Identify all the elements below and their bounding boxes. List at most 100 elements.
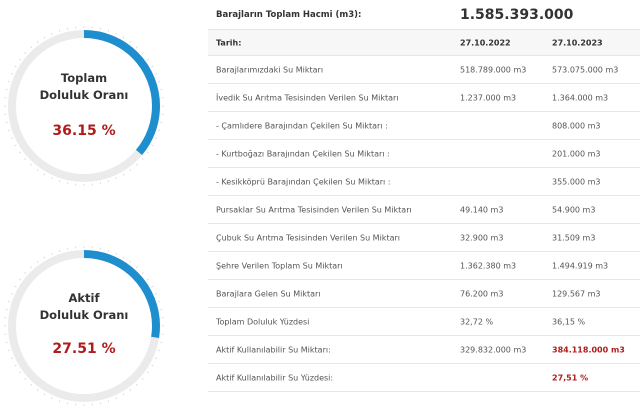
gauge-tick bbox=[115, 252, 117, 255]
row-value-2022: 32,72 % bbox=[460, 317, 494, 326]
table-row: Toplam Doluluk Yüzdesi 32,72 % 36,15 % bbox=[208, 308, 640, 336]
table-row: Şehre Verilen Toplam Su Miktarı 1.362.380… bbox=[208, 252, 640, 280]
gauge-tick bbox=[19, 278, 22, 281]
gauge-tick bbox=[36, 41, 39, 44]
row-label: - Çamlıdere Barajından Çekilen Su Miktar… bbox=[216, 121, 388, 130]
gauge-tick bbox=[30, 266, 33, 269]
row-label: Toplam Doluluk Yüzdesi bbox=[216, 317, 310, 326]
gauge-tick bbox=[129, 261, 132, 264]
gauge-tick bbox=[129, 41, 132, 44]
gauge-tick bbox=[58, 29, 61, 32]
gauge-tick bbox=[51, 397, 53, 400]
gauge-tick bbox=[43, 393, 46, 396]
row-value-2023: 573.075.000 m3 bbox=[552, 65, 619, 74]
gauge-tick bbox=[14, 285, 17, 288]
gauge-tick bbox=[51, 252, 53, 255]
gauge-tick bbox=[146, 151, 149, 154]
gauge-tick bbox=[14, 144, 17, 147]
gauge-tick bbox=[129, 168, 132, 171]
date-label: Tarih: bbox=[216, 38, 242, 47]
row-value-2022: 329.832.000 m3 bbox=[460, 345, 527, 354]
gauge-tick bbox=[122, 36, 125, 39]
gauge-tick bbox=[107, 249, 110, 252]
gauge-tick bbox=[7, 80, 10, 83]
row-value-2022: 1.362.380 m3 bbox=[460, 261, 517, 270]
row-value-2023: 129.567 m3 bbox=[552, 289, 601, 298]
row-label: Barajlara Gelen Su Miktarı bbox=[216, 289, 321, 298]
gauge-tick bbox=[151, 144, 154, 147]
gauge-tick bbox=[58, 400, 61, 403]
gauge-tick bbox=[151, 364, 154, 367]
gauge-tick bbox=[141, 52, 144, 55]
gauge-tick bbox=[158, 300, 161, 303]
row-label: Çubuk Su Arıtma Tesisinden Verilen Su Mi… bbox=[216, 233, 400, 242]
row-label: Aktif Kullanılabilir Su Miktarı: bbox=[216, 345, 331, 354]
gauge-tick bbox=[30, 383, 33, 386]
gauge-tick bbox=[141, 272, 144, 275]
total-volume-value: 1.585.393.000 bbox=[460, 6, 574, 23]
gauge-tick bbox=[107, 29, 110, 32]
gauge-tick bbox=[151, 65, 154, 68]
row-value-2022: 49.140 m3 bbox=[460, 205, 504, 214]
dam-volume-table: Barajların Toplam Hacmi (m3): 1.585.393.… bbox=[208, 0, 640, 392]
gauge-title-line2: Doluluk Oranı bbox=[39, 88, 129, 102]
gauge-tick bbox=[14, 65, 17, 68]
gauge-tick bbox=[158, 349, 161, 352]
gauge-tick bbox=[155, 137, 158, 139]
gauge-tick bbox=[141, 157, 144, 160]
row-label: Barajlarımızdaki Su Miktarı bbox=[216, 65, 324, 74]
gauge-tick bbox=[24, 52, 27, 55]
total-volume-label: Barajların Toplam Hacmi (m3): bbox=[216, 9, 362, 20]
gauge-tick bbox=[122, 173, 125, 176]
gauge-tick bbox=[155, 293, 158, 295]
gauge-tick bbox=[158, 80, 161, 83]
gauge-ring bbox=[4, 26, 164, 186]
gauge-progress-arc bbox=[8, 250, 160, 402]
gauge-tick bbox=[51, 177, 53, 180]
date-col2: 27.10.2023 bbox=[552, 38, 603, 47]
gauge-tick bbox=[7, 129, 10, 132]
row-value-2023: 1.494.919 m3 bbox=[552, 261, 609, 270]
gauge-tick bbox=[24, 272, 27, 275]
row-label: İvedik Su Arıtma Tesisinden Verilen Su M… bbox=[216, 93, 399, 102]
row-value-2023: 1.364.000 m3 bbox=[552, 93, 609, 102]
gauge-tick bbox=[115, 397, 117, 400]
table-row: - Kurtboğazı Barajından Çekilen Su Mikta… bbox=[208, 140, 640, 168]
row-value-2023: 27,51 % bbox=[552, 373, 589, 382]
table-row: - Kesikköprü Barajından Çekilen Su Mikta… bbox=[208, 168, 640, 196]
gauge-tick bbox=[135, 266, 138, 269]
table-row: - Çamlıdere Barajından Çekilen Su Miktar… bbox=[208, 112, 640, 140]
gauge-tick bbox=[10, 73, 13, 75]
gauge-tick bbox=[19, 58, 22, 61]
gauge-tick bbox=[129, 388, 132, 391]
gauge-title-line1: Toplam bbox=[60, 71, 108, 85]
table-header-row: Barajların Toplam Hacmi (m3): 1.585.393.… bbox=[208, 0, 640, 30]
row-value-2022: 76.200 m3 bbox=[460, 289, 504, 298]
gauge-tick bbox=[7, 349, 10, 352]
gauge-tick bbox=[51, 32, 53, 35]
row-value-2023: 54.900 m3 bbox=[552, 205, 596, 214]
row-value-2022: 32.900 m3 bbox=[460, 233, 504, 242]
gauge-tick bbox=[10, 137, 13, 139]
gauge-tick bbox=[122, 393, 125, 396]
gauge-tick bbox=[19, 151, 22, 154]
gauge-tick bbox=[24, 157, 27, 160]
gauge-tick bbox=[36, 388, 39, 391]
row-value-2023: 36,15 % bbox=[552, 317, 586, 326]
gauge-title-line2: Doluluk Oranı bbox=[39, 308, 129, 322]
gauge-tick bbox=[135, 163, 138, 166]
gauge-tick bbox=[58, 180, 61, 183]
gauge-tick bbox=[43, 173, 46, 176]
table-row: Barajlarımızdaki Su Miktarı 518.789.000 m… bbox=[208, 56, 640, 84]
gauge-tick bbox=[24, 377, 27, 380]
gauge-value: 36.15 % bbox=[52, 123, 116, 139]
gauge-tick bbox=[158, 129, 161, 132]
row-value-2023: 384.118.000 m3 bbox=[552, 345, 625, 354]
table-row: Pursaklar Su Arıtma Tesisinden Verilen S… bbox=[208, 196, 640, 224]
gauge-tick bbox=[43, 256, 46, 259]
gauge-tick bbox=[115, 32, 117, 35]
row-value-2023: 201.000 m3 bbox=[552, 149, 601, 158]
row-value-2023: 31.509 m3 bbox=[552, 233, 596, 242]
gauge-tick bbox=[146, 58, 149, 61]
